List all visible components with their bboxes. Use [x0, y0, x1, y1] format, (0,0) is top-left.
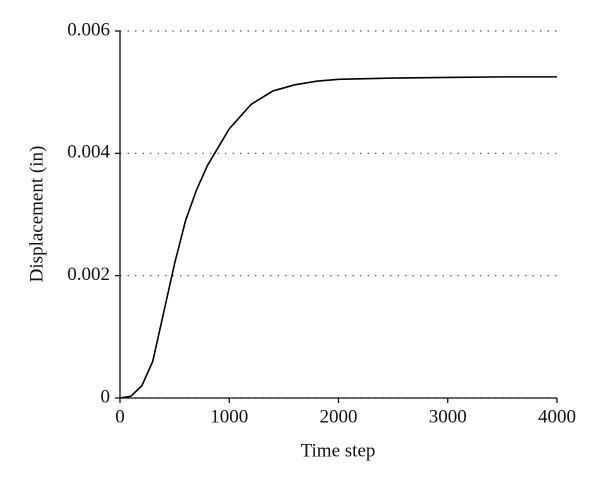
line — [119, 76, 557, 399]
y-tick-label: 0.006 — [67, 19, 110, 40]
x-tick-label: 4000 — [538, 406, 576, 427]
x-tick-label: 0 — [115, 406, 125, 427]
y-tick-label: 0.002 — [67, 264, 110, 285]
x-tick-label: 3000 — [429, 406, 467, 427]
x-tick-label: 2000 — [320, 406, 358, 427]
y-tick-label: 0.004 — [67, 142, 110, 163]
y-axis-label: Displacement (in) — [26, 146, 47, 283]
x-axis-label: Time step — [301, 440, 376, 461]
y-tick-label: 0 — [101, 386, 111, 407]
x-tick-label: 1000 — [210, 406, 248, 427]
